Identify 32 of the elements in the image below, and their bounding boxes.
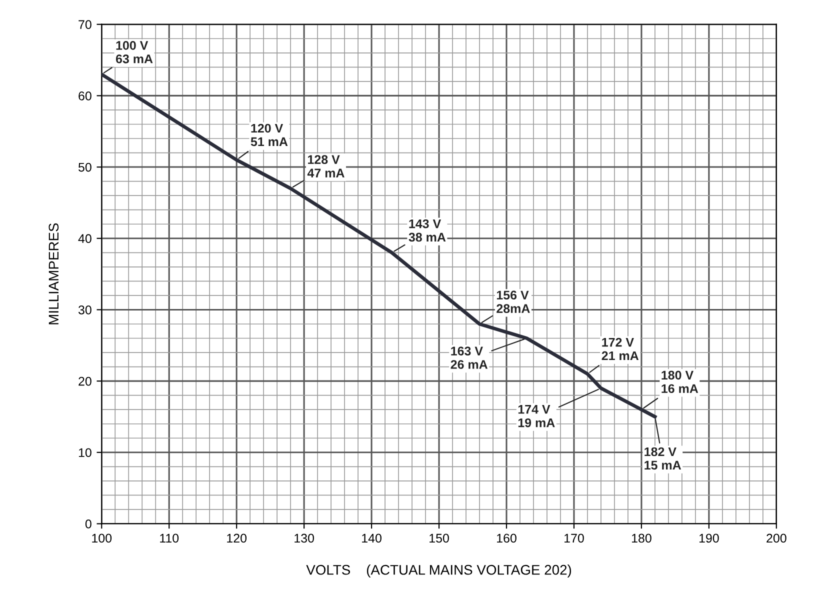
annotation: 180 V 16 mA	[662, 370, 698, 394]
y-tick-label: 30	[78, 306, 92, 314]
annotation: 143 V 38 mA	[408, 219, 446, 242]
y-tick-label: 10	[78, 448, 92, 458]
x-tick-label: 180	[632, 534, 652, 543]
y-tick-label: 60	[78, 92, 92, 100]
annotation: 182 V 15 mA	[644, 447, 682, 470]
y-tick-label: 20	[78, 376, 92, 386]
annotation: 174 V 19 mA	[518, 405, 555, 428]
x-tick-label: 150	[430, 534, 449, 543]
y-tick-label: 0	[85, 520, 92, 528]
x-tick-label: 110	[160, 534, 179, 543]
y-axis-title: MILLIAMPERES	[48, 223, 59, 324]
annotation: 128 V 47 mA	[307, 155, 344, 178]
x-tick-label: 200	[766, 534, 786, 543]
y-tick-label: 40	[78, 234, 92, 244]
x-tick-label: 140	[362, 534, 382, 543]
x-tick-label: 120	[227, 534, 247, 543]
x-tick-label: 100	[92, 534, 112, 543]
line-series	[102, 72, 657, 418]
x-tick-label: 190	[699, 534, 719, 543]
annotation: 100 V 63 mA	[116, 40, 153, 64]
x-tick-label: 130	[294, 534, 314, 543]
annotation: 156 V 28mA	[496, 290, 530, 313]
x-tick-label: 170	[564, 534, 584, 543]
annotation: 120 V 51 mA	[250, 124, 288, 146]
x-axis-title: VOLTS (ACTUAL MAINS VOLTAGE 202)	[306, 564, 572, 578]
x-tick-label: 160	[497, 534, 516, 543]
y-tick-label: 70	[78, 20, 92, 30]
y-tick-label: 50	[78, 162, 92, 172]
annotation: 172 V 21 mA	[602, 338, 639, 360]
annotation: 163 V 26 mA	[450, 346, 488, 369]
